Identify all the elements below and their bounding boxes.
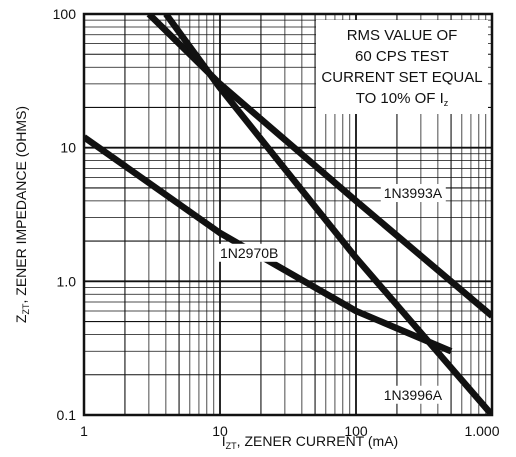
- series-label-1n3996a: 1N3996A: [384, 387, 443, 403]
- series-line-1n3996a: [163, 14, 492, 415]
- y-axis-label-subscript: ZT: [21, 303, 31, 314]
- x-axis-label-prefix: I: [222, 433, 226, 449]
- series-layer: [84, 14, 492, 415]
- note-line-4-prefix: TO 10% OF I: [356, 90, 444, 107]
- x-tick-label: 100: [344, 423, 368, 439]
- x-tick-label: 1: [80, 423, 88, 439]
- series-label-background: [380, 184, 446, 203]
- note-background: [316, 20, 488, 114]
- x-tick-labels: 1 10 100 1.000: [80, 423, 500, 439]
- note-line-3: CURRENT SET EQUAL: [321, 69, 482, 86]
- note-line-1: RMS VALUE OF: [347, 27, 458, 44]
- note-line-4-subscript: z: [444, 98, 449, 108]
- x-axis-label-subscript: ZT: [226, 441, 237, 451]
- x-axis-label-text: , ZENER CURRENT (mA): [237, 433, 399, 449]
- y-axis-label-text: , ZENER IMPEDANCE (OHMS): [13, 106, 29, 304]
- series-label-background: [217, 243, 282, 262]
- test-condition-note: RMS VALUE OF 60 CPS TEST CURRENT SET EQU…: [316, 20, 488, 114]
- series-label-1n3993a: 1N3993A: [384, 185, 443, 201]
- y-tick-label: 0.1: [57, 407, 77, 423]
- x-tick-label: 10: [212, 423, 228, 439]
- y-tick-label: 10: [60, 140, 76, 156]
- note-line-2: 60 CPS TEST: [355, 48, 449, 65]
- x-axis-label: IZT, ZENER CURRENT (mA): [222, 433, 398, 451]
- x-tick-label: 1.000: [464, 423, 499, 439]
- series-line-1n2970b: [84, 134, 453, 355]
- series-line-1n3993a: [146, 14, 492, 319]
- series-label-background: [380, 385, 446, 404]
- series-labels: 1N2970B 1N3993A 1N3996A: [217, 184, 446, 404]
- y-tick-labels: 100 10 1.0 0.1: [53, 6, 77, 423]
- note-line-4: TO 10% OF Iz: [356, 90, 449, 108]
- y-axis-label: ZZT, ZENER IMPEDANCE (OHMS): [13, 106, 31, 323]
- y-tick-label: 100: [53, 6, 77, 22]
- plot-frame: [82, 12, 494, 417]
- series-label-1n2970b: 1N2970B: [220, 245, 278, 261]
- y-tick-label: 1.0: [57, 273, 77, 289]
- y-axis-label-prefix: Z: [13, 314, 29, 323]
